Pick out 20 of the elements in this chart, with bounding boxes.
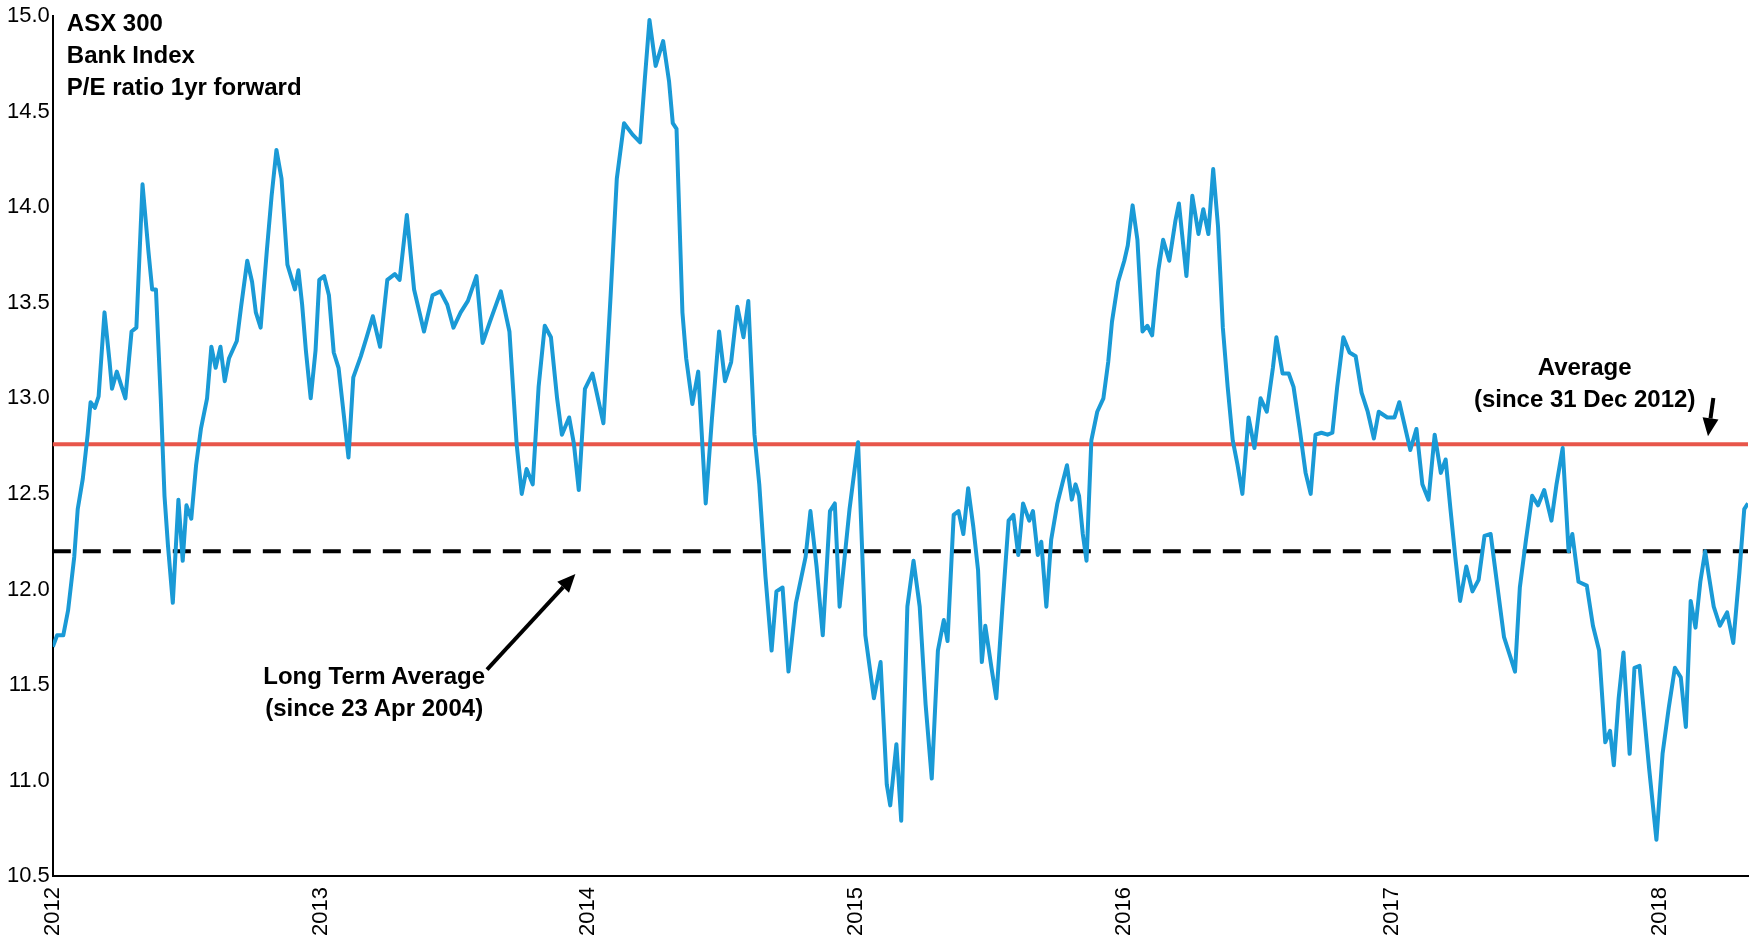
x-tick-label: 2015 xyxy=(842,887,868,937)
ref-line-label: Long Term Average (since 23 Apr 2004) xyxy=(263,662,486,722)
y-tick-label: 11.5 xyxy=(8,671,50,697)
y-tick-label: 12.0 xyxy=(6,575,50,601)
ref-line-label: Average (since 31 Dec 2012) xyxy=(1473,352,1696,412)
x-tick-label: 2017 xyxy=(1377,887,1403,937)
y-tick-label: 14.5 xyxy=(6,97,50,123)
y-tick-label: 12.5 xyxy=(6,479,50,505)
x-tick-label: 2014 xyxy=(574,887,600,937)
y-tick-label: 11.0 xyxy=(8,766,50,792)
y-tick-label: 15.0 xyxy=(6,2,50,28)
x-tick-label: 2018 xyxy=(1645,887,1671,937)
x-tick-label: 2016 xyxy=(1110,887,1136,937)
x-tick-label: 2013 xyxy=(306,887,332,937)
y-tick-label: 13.5 xyxy=(6,288,50,314)
x-tick-label: 2012 xyxy=(38,887,64,937)
y-tick-label: 14.0 xyxy=(6,193,50,219)
y-tick-label: 10.5 xyxy=(6,862,50,888)
text: ASX 300 Bank Index P/E ratio 1yr forward xyxy=(66,8,302,100)
y-tick-label: 13.0 xyxy=(6,384,50,410)
